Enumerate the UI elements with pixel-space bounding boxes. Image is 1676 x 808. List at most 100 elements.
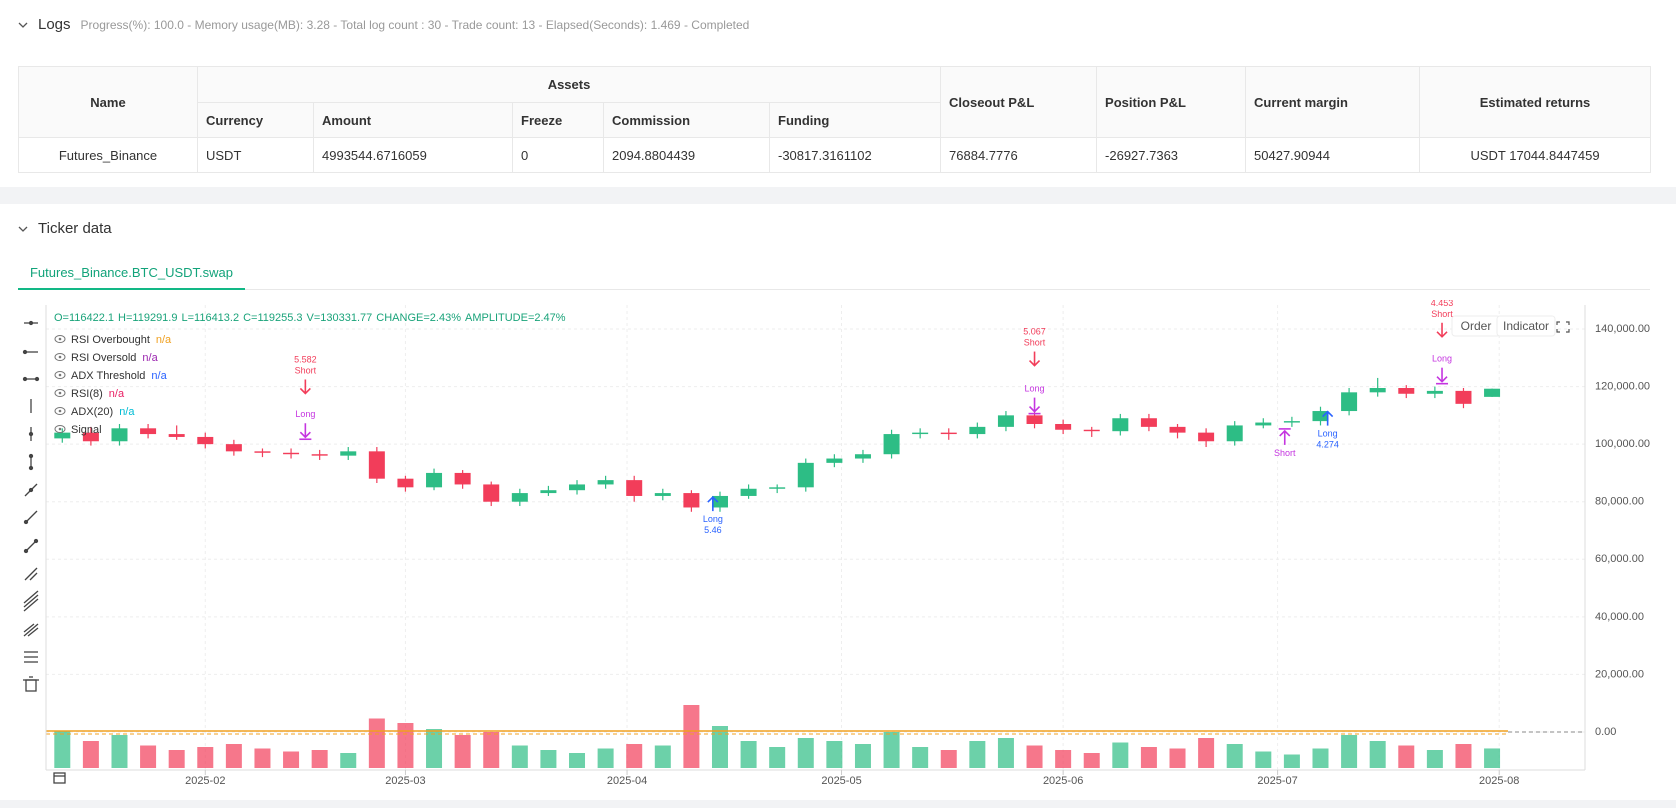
cell: 0 [512, 137, 604, 173]
volume-bar [340, 753, 357, 768]
tool-icon[interactable] [23, 538, 39, 554]
chart: Order Indicator 0.00 20,000.00 40,000.00 60… [22, 300, 1650, 787]
volume-bar [225, 744, 242, 768]
volume-bar [1484, 748, 1501, 768]
tool-icon[interactable] [22, 376, 40, 382]
eye-icon [54, 371, 66, 379]
tool-icon[interactable] [24, 320, 38, 326]
arrow-head [299, 387, 311, 395]
tool-icon[interactable] [24, 483, 38, 497]
volume-bar [1226, 744, 1243, 768]
candle-body [683, 493, 700, 508]
tool-icon[interactable] [23, 590, 39, 612]
fullscreen-icon[interactable] [1556, 321, 1570, 333]
volume-bar [454, 735, 471, 768]
volume-bar [1026, 745, 1043, 768]
signal-label: Long [295, 409, 315, 419]
cell: 2094.8804439 [603, 137, 770, 173]
candle-body [912, 432, 929, 435]
volume-bar [654, 745, 671, 768]
candle-body [1283, 421, 1300, 423]
cell: -26927.7363 [1096, 137, 1247, 173]
info-item: AMPLITUDE=2.47% [465, 312, 566, 324]
legend-entry[interactable]: RSI Overbought n/a [54, 334, 172, 346]
header-cell: Closeout P&L [940, 66, 1098, 138]
legend-entry[interactable]: ADX Threshold n/a [54, 370, 168, 382]
candle-body [569, 484, 586, 491]
volume-bar [140, 745, 157, 768]
calendar-icon[interactable] [53, 772, 66, 784]
volume-bar [1255, 751, 1272, 768]
x-tick-label: 2025-04 [607, 775, 647, 787]
y-tick-label: 140,000.00 [1595, 323, 1650, 335]
header-cell: Freeze [512, 102, 604, 138]
chevron [18, 22, 28, 28]
symbol-tab[interactable]: Futures_Binance.BTC_USDT.swap [18, 256, 245, 290]
signal-label: Long [1432, 354, 1452, 364]
candle-body [1312, 411, 1329, 422]
candle-body [969, 426, 986, 435]
info-item: CHANGE=2.43% [376, 312, 461, 324]
signal-label: Short [1024, 338, 1046, 348]
candle-body [1484, 388, 1501, 397]
ticker-header[interactable]: Ticker data [18, 220, 112, 237]
cell: Futures_Binance [18, 137, 198, 173]
signal-label: 4.274 [1316, 440, 1339, 450]
candle-body [197, 436, 214, 445]
cell: USDT 17044.8447459 [1419, 137, 1652, 173]
candle-body [426, 472, 443, 488]
legend-entry[interactable]: RSI(8) n/a [54, 388, 125, 400]
candle-body [1369, 388, 1386, 393]
signal-label: Long [703, 514, 723, 524]
tool-icon[interactable] [24, 651, 38, 663]
candle-body [82, 432, 99, 442]
eye-pupil [58, 373, 62, 377]
candle-body [1341, 392, 1358, 412]
legend-value: n/a [151, 370, 167, 382]
candle-body [540, 490, 557, 494]
legend-entry[interactable]: RSI Oversold n/a [54, 352, 159, 364]
candle-body [1226, 425, 1243, 442]
grid [46, 305, 1585, 770]
candle-body [1426, 390, 1443, 394]
legend-label: RSI Overbought [71, 334, 150, 346]
tool-icon[interactable] [22, 349, 39, 355]
volume-bar [1283, 754, 1300, 768]
candle-body [111, 428, 128, 442]
eye-icon [54, 353, 66, 361]
tool-icon[interactable] [23, 510, 38, 525]
candle-body [826, 458, 843, 463]
candle-body [1140, 418, 1157, 427]
eye-icon [54, 425, 66, 433]
button-label: Indicator [1503, 319, 1549, 333]
logs-header[interactable]: Logs Progress(%): 100.0 - Memory usage(M… [18, 16, 749, 33]
indicator-button[interactable] [1496, 315, 1556, 337]
tool-icon[interactable] [24, 567, 38, 581]
tool-icon[interactable] [28, 453, 34, 471]
volume-bar [797, 738, 814, 768]
legend-entry[interactable]: ADX(20) n/a [54, 406, 135, 418]
arrow-head [1436, 331, 1448, 338]
volume-bar [1312, 748, 1329, 768]
candle-body [711, 495, 728, 508]
logs-status: Progress(%): 100.0 - Memory usage(MB): 3… [80, 17, 750, 32]
candle-body [254, 451, 271, 453]
tool-icon[interactable] [23, 623, 39, 637]
volume-bar [1398, 745, 1415, 768]
volume-bar [1083, 753, 1100, 768]
volume-bar [1140, 747, 1157, 768]
legend-label: RSI Oversold [71, 352, 136, 364]
button-label: Order [1461, 319, 1492, 333]
volume-bar [311, 750, 328, 768]
legend-entry[interactable]: Signal [54, 424, 102, 436]
tool-icon[interactable] [23, 676, 39, 692]
signal-label: 4.453 [1431, 300, 1454, 308]
candle-body [483, 484, 500, 502]
tool-icon[interactable] [28, 427, 34, 441]
legend-value: n/a [109, 388, 125, 400]
info-item: C=119255.3 [243, 312, 302, 324]
cell: 4993544.6716059 [313, 137, 513, 173]
x-tick-label: 2025-03 [385, 775, 425, 787]
indicator-lines [46, 730, 1585, 735]
